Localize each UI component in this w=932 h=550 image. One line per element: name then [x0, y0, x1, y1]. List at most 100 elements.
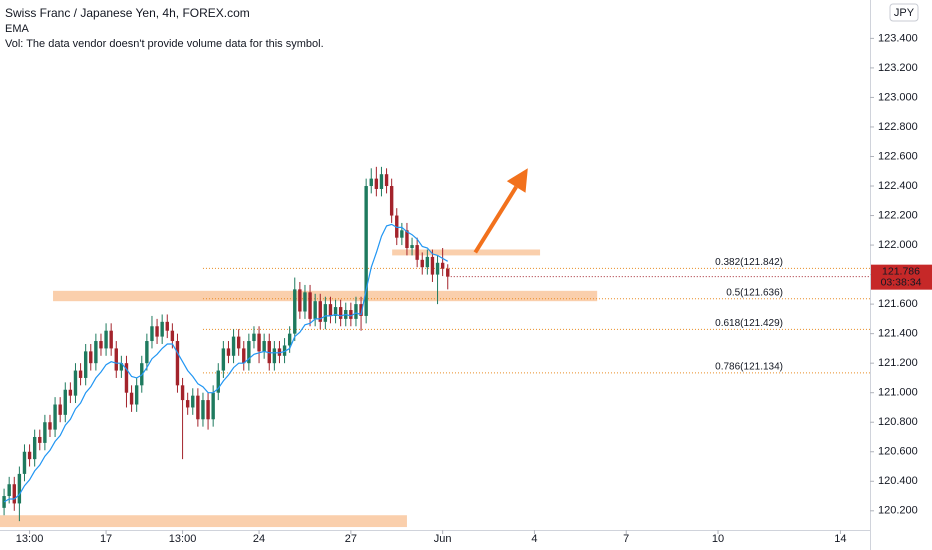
candle-body [63, 389, 67, 415]
ema-line [3, 223, 448, 503]
x-tick-label: 17 [100, 533, 112, 545]
candle-body [180, 385, 185, 401]
candle-body [83, 351, 88, 378]
y-tick-label: 122.400 [878, 180, 918, 192]
candle-body [7, 484, 11, 497]
y-tick-label: 122.800 [878, 121, 918, 133]
fib-label: 0.382(121.842) [715, 257, 783, 268]
candle-body [379, 174, 384, 189]
candle-body [165, 321, 169, 331]
candle-body [389, 186, 394, 216]
candle-body [32, 436, 37, 460]
candle-body [134, 385, 139, 405]
candle-body [405, 230, 409, 249]
candle-body [216, 370, 220, 393]
candle-body [272, 348, 277, 364]
candle-body [287, 333, 292, 346]
x-tick-label: 27 [345, 533, 357, 545]
candle-body [191, 395, 195, 408]
candle-body [282, 345, 287, 356]
candle-body [354, 304, 358, 319]
candle-body [48, 422, 52, 430]
candle-body [267, 341, 271, 364]
candle-body [262, 341, 266, 352]
candle-body [446, 268, 450, 277]
candle-body [328, 304, 333, 316]
candle-body [155, 326, 159, 337]
candle-body [374, 178, 379, 189]
fib-label: 0.786(121.134) [715, 362, 783, 373]
fib-label: 0.5(121.636) [726, 287, 783, 298]
candle-body [114, 348, 118, 371]
candle-body [2, 496, 6, 508]
candle-body [395, 215, 399, 238]
x-tick-label: 13:00 [169, 533, 197, 545]
x-tick-label: 13:00 [16, 533, 44, 545]
candle-body [308, 292, 312, 319]
y-tick-label: 122.200 [878, 209, 918, 221]
candle-body [150, 326, 154, 342]
candle-body [43, 422, 47, 443]
candle-body [68, 389, 73, 396]
candle-body [425, 256, 430, 268]
arrow-head [506, 168, 528, 193]
candle-body [333, 307, 338, 316]
candle-body [58, 404, 62, 415]
candle-body [94, 341, 98, 364]
currency-label[interactable]: JPY [894, 7, 915, 19]
arrow-shaft [473, 185, 518, 254]
candle-body [27, 451, 32, 460]
candle-body [211, 392, 215, 420]
candle-body [145, 341, 149, 364]
candle-body [53, 404, 57, 430]
y-tick-label: 120.800 [878, 416, 918, 428]
y-tick-label: 122.600 [878, 150, 918, 162]
y-tick-label: 120.400 [878, 475, 918, 487]
x-tick-label: 24 [253, 533, 265, 545]
candle-body [17, 473, 22, 504]
candle-body [313, 301, 317, 319]
candle-body [323, 304, 328, 322]
y-tick-label: 121.600 [878, 298, 918, 310]
last-price-tag [871, 264, 932, 290]
candle-body [175, 341, 180, 386]
zone [392, 249, 541, 256]
candle-body [129, 392, 134, 405]
volume-note: Vol: The data vendor doesn't provide vol… [5, 38, 324, 50]
candle-body [99, 341, 103, 349]
chart-title: Swiss Franc / Japanese Yen, 4h, FOREX.co… [5, 6, 250, 20]
candle-body [73, 370, 78, 396]
candle-body [124, 363, 129, 393]
candle-body [384, 174, 389, 187]
candle-body [415, 245, 419, 260]
candle-body [119, 363, 124, 371]
candle-body [170, 330, 175, 342]
candle-body [104, 330, 108, 349]
candle-body [430, 256, 435, 275]
candle-body [440, 262, 445, 269]
candle-body [236, 336, 241, 349]
candle-body [109, 330, 113, 349]
candle-body [349, 310, 353, 319]
candle-body [369, 178, 373, 187]
candle-body [226, 348, 231, 356]
candle-body [410, 245, 414, 249]
candle-body [196, 395, 200, 420]
x-tick-label: Jun [434, 533, 452, 545]
candle-body [242, 348, 246, 364]
candle-body [400, 230, 404, 238]
candle-body [201, 400, 205, 420]
zone [0, 515, 407, 528]
candle-body [293, 289, 297, 334]
candle-body [78, 370, 83, 378]
x-tick-label: 10 [712, 533, 724, 545]
y-tick-label: 121.000 [878, 387, 918, 399]
last-price-label: 121.786 [882, 265, 920, 277]
candle-body [38, 436, 42, 443]
y-tick-label: 123.200 [878, 62, 918, 74]
currency-box[interactable] [889, 3, 919, 22]
candle-body [221, 348, 226, 371]
candle-body [160, 321, 164, 337]
